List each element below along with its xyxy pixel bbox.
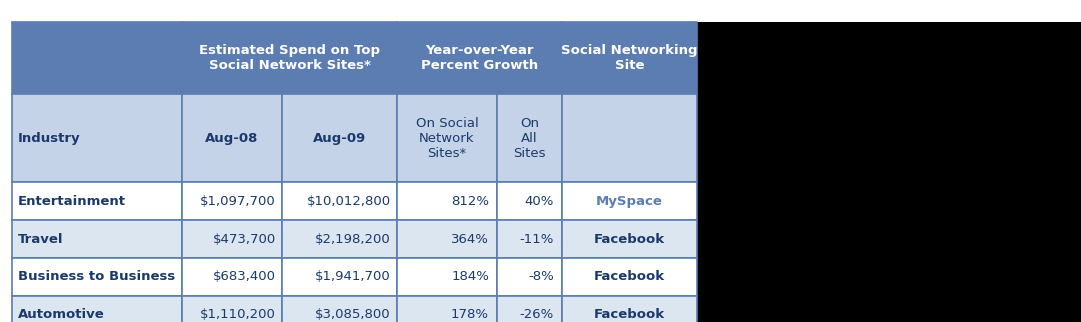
Bar xyxy=(397,258,497,296)
Bar xyxy=(562,220,697,258)
Text: -11%: -11% xyxy=(520,232,553,245)
Bar xyxy=(397,22,562,94)
Bar xyxy=(562,182,697,220)
Text: 178%: 178% xyxy=(451,308,489,321)
Bar xyxy=(497,94,562,182)
Text: 812%: 812% xyxy=(451,194,489,207)
Bar xyxy=(282,182,397,220)
Text: $3,085,800: $3,085,800 xyxy=(316,308,391,321)
Text: On
All
Sites: On All Sites xyxy=(513,117,546,159)
Text: Facebook: Facebook xyxy=(593,270,665,283)
Bar xyxy=(182,296,282,322)
Bar xyxy=(562,296,697,322)
Bar xyxy=(497,220,562,258)
Text: 40%: 40% xyxy=(524,194,553,207)
Bar xyxy=(562,94,697,182)
Text: MySpace: MySpace xyxy=(596,194,663,207)
Text: Entertainment: Entertainment xyxy=(18,194,126,207)
Text: Facebook: Facebook xyxy=(593,232,665,245)
Bar xyxy=(0,22,12,322)
Bar xyxy=(497,258,562,296)
Bar xyxy=(562,258,697,296)
Text: $1,110,200: $1,110,200 xyxy=(200,308,276,321)
Text: $473,700: $473,700 xyxy=(213,232,276,245)
Bar xyxy=(397,220,497,258)
Bar xyxy=(12,94,182,182)
Text: Social Networking
Site: Social Networking Site xyxy=(561,44,697,72)
Text: $1,941,700: $1,941,700 xyxy=(316,270,391,283)
Bar xyxy=(397,94,497,182)
Bar xyxy=(12,258,182,296)
Bar xyxy=(397,296,497,322)
Text: 364%: 364% xyxy=(451,232,489,245)
Text: Industry: Industry xyxy=(18,131,81,145)
Bar xyxy=(12,296,182,322)
Bar xyxy=(282,296,397,322)
Bar xyxy=(497,182,562,220)
Text: $1,097,700: $1,097,700 xyxy=(200,194,276,207)
Text: $2,198,200: $2,198,200 xyxy=(316,232,391,245)
Bar xyxy=(182,258,282,296)
Bar xyxy=(182,94,282,182)
Bar xyxy=(397,182,497,220)
Bar xyxy=(12,220,182,258)
Text: -26%: -26% xyxy=(520,308,553,321)
Bar xyxy=(182,220,282,258)
Bar xyxy=(562,22,697,94)
Bar xyxy=(497,296,562,322)
Text: $683,400: $683,400 xyxy=(213,270,276,283)
Text: On Social
Network
Sites*: On Social Network Sites* xyxy=(415,117,479,159)
Bar xyxy=(12,22,182,94)
Text: Aug-08: Aug-08 xyxy=(205,131,258,145)
Text: $10,012,800: $10,012,800 xyxy=(307,194,391,207)
Bar xyxy=(12,182,182,220)
Text: 184%: 184% xyxy=(451,270,489,283)
Text: Estimated Spend on Top
Social Network Sites*: Estimated Spend on Top Social Network Si… xyxy=(199,44,381,72)
Bar xyxy=(182,22,397,94)
Text: Business to Business: Business to Business xyxy=(18,270,175,283)
Text: Travel: Travel xyxy=(18,232,64,245)
Bar xyxy=(282,258,397,296)
Bar xyxy=(282,220,397,258)
Text: -8%: -8% xyxy=(529,270,553,283)
Bar xyxy=(182,182,282,220)
Text: Facebook: Facebook xyxy=(593,308,665,321)
Text: Automotive: Automotive xyxy=(18,308,105,321)
Bar xyxy=(282,94,397,182)
Text: Aug-09: Aug-09 xyxy=(312,131,366,145)
Text: Year-over-Year
Percent Growth: Year-over-Year Percent Growth xyxy=(421,44,538,72)
Bar xyxy=(0,0,1081,22)
